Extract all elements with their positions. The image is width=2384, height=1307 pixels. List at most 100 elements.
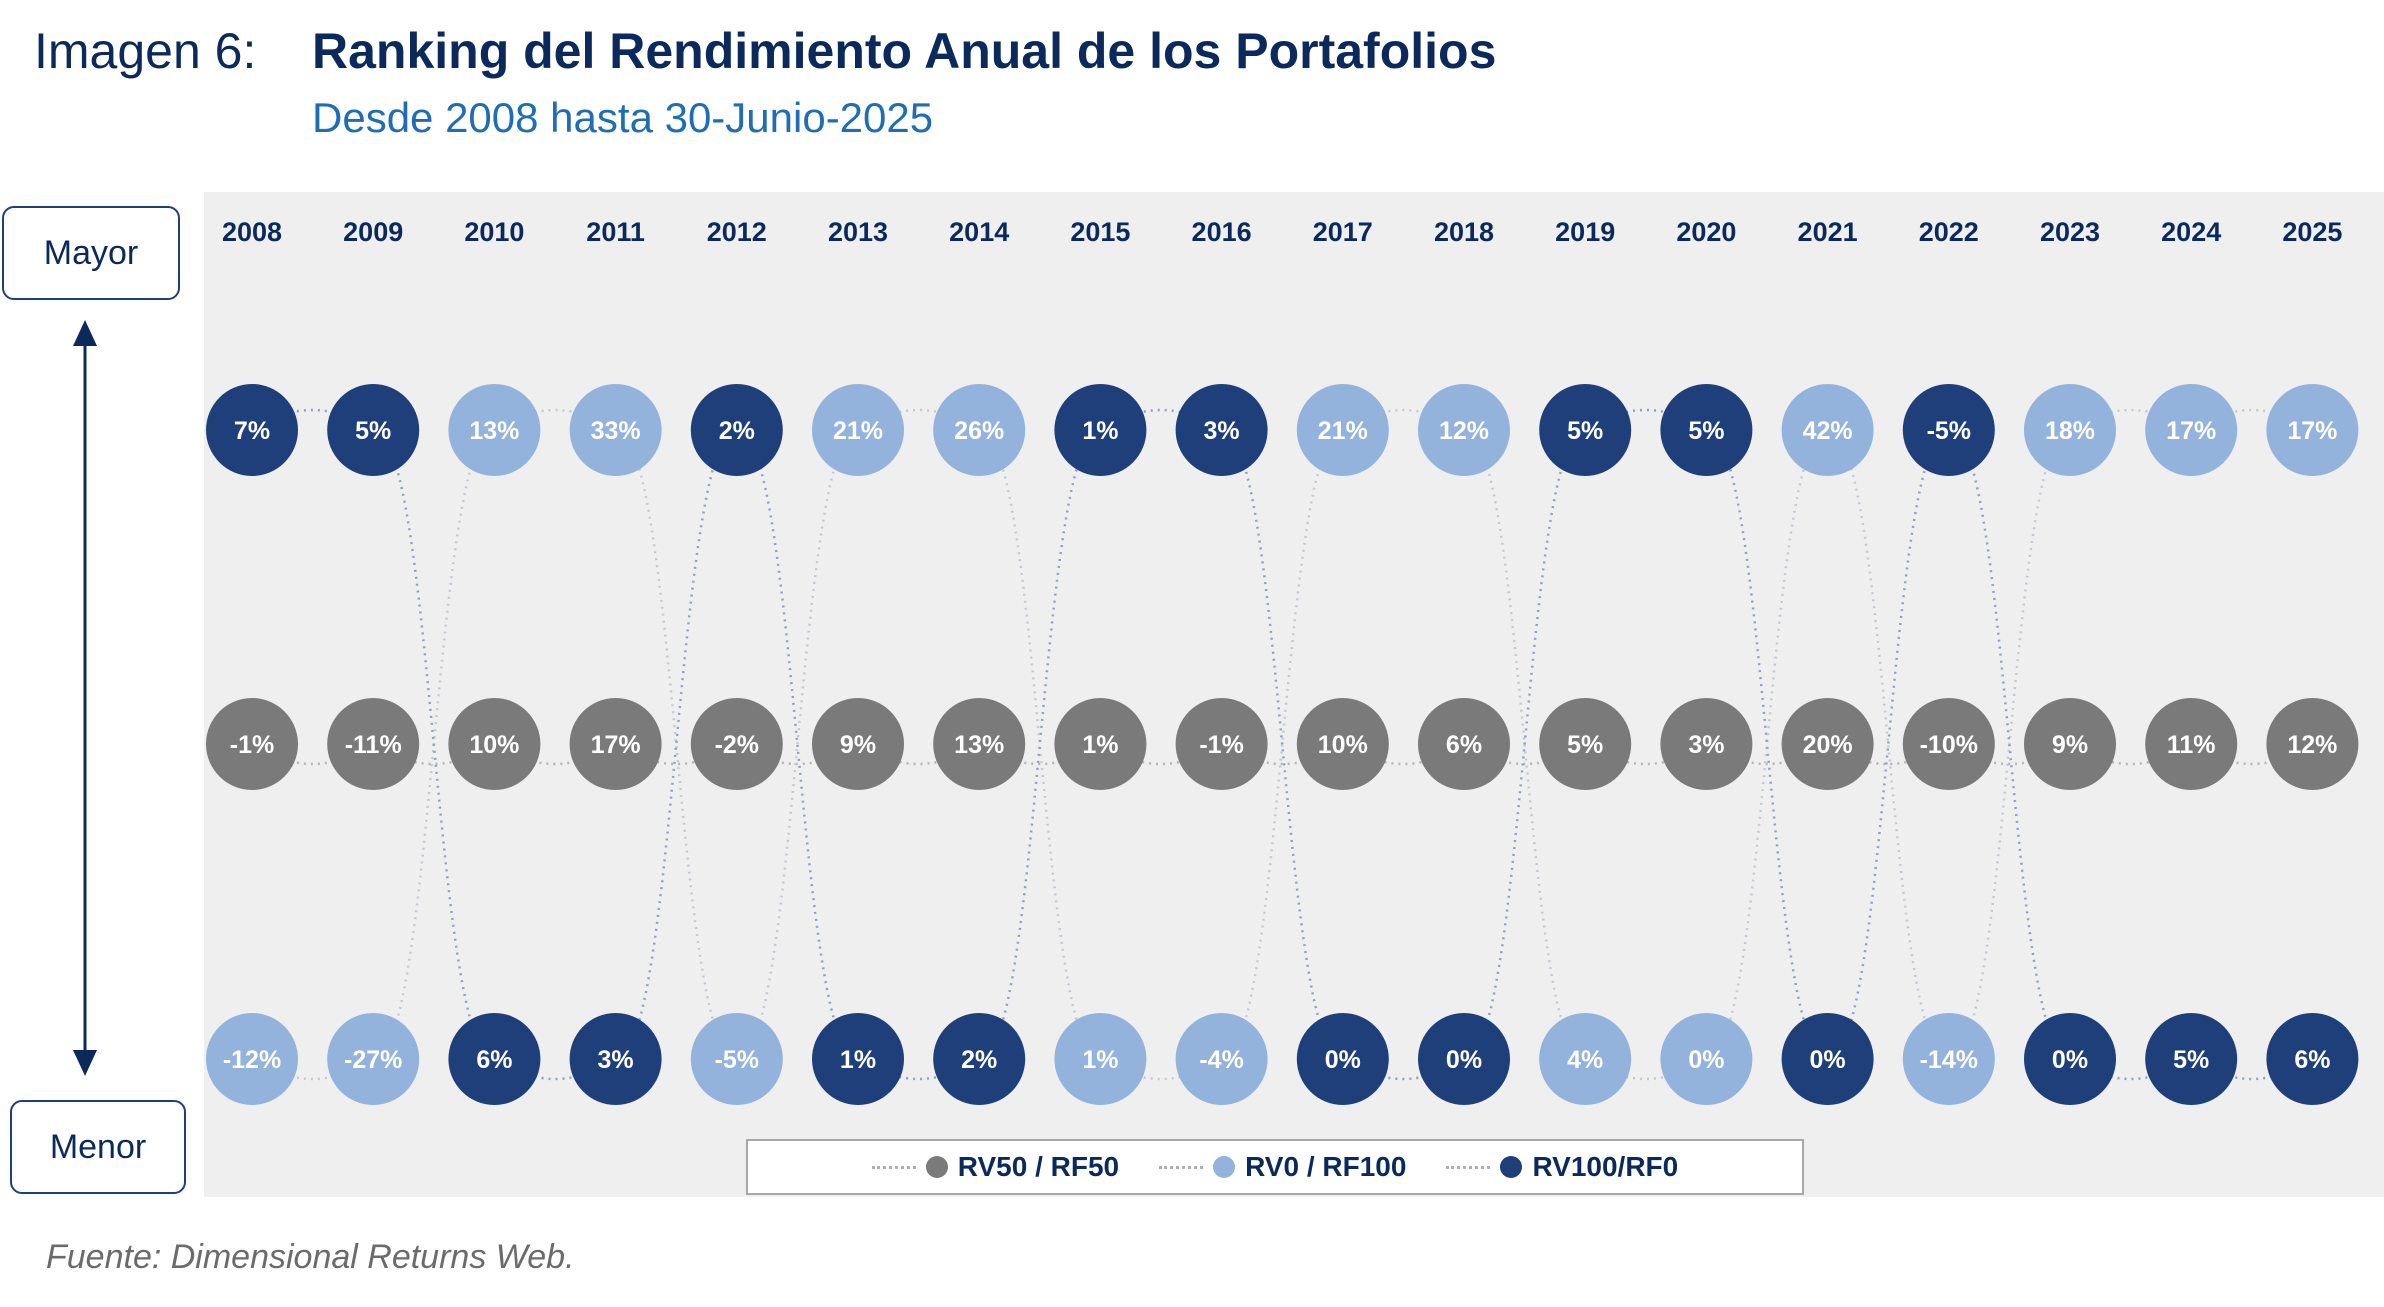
legend: RV50 / RF50 RV0 / RF100 RV100/RF0 <box>746 1139 1804 1195</box>
year-label: 2015 <box>1070 217 1130 247</box>
year-label: 2018 <box>1434 217 1494 247</box>
return-value-label: 12% <box>1439 417 1489 445</box>
return-value-label: -2% <box>715 731 759 759</box>
return-bubble <box>2024 698 2116 790</box>
return-value-label: 0% <box>1688 1046 1724 1074</box>
return-value-label: 4% <box>1567 1046 1603 1074</box>
chart-title: Ranking del Rendimiento Anual de los Por… <box>312 23 1497 79</box>
year-label: 2020 <box>1676 217 1736 247</box>
return-bubble <box>569 698 662 790</box>
return-value-label: 5% <box>1567 731 1603 759</box>
return-value-label: 9% <box>840 731 876 759</box>
year-label: 2021 <box>1798 217 1858 247</box>
return-bubble <box>2266 384 2359 476</box>
return-value-label: -1% <box>1199 731 1243 759</box>
return-value-label: 12% <box>2287 731 2337 759</box>
return-value-label: 13% <box>469 417 519 445</box>
return-bubble <box>1660 698 1753 790</box>
return-bubble <box>2024 1013 2116 1105</box>
return-bubble <box>448 698 541 790</box>
return-value-label: 6% <box>1446 731 1482 759</box>
return-value-label: -10% <box>1920 731 1978 759</box>
return-bubble <box>448 384 541 476</box>
return-bubble <box>327 384 420 476</box>
return-bubble <box>1902 1013 1995 1105</box>
return-value-label: 26% <box>954 417 1004 445</box>
return-bubble <box>1660 1013 1753 1105</box>
return-bubble <box>812 384 904 476</box>
return-bubble <box>1175 384 1268 476</box>
return-bubble <box>1054 698 1147 790</box>
return-bubble <box>2145 698 2238 790</box>
return-bubble <box>1296 1013 1389 1105</box>
legend-dot <box>1213 1156 1236 1178</box>
legend-line <box>871 1165 916 1169</box>
return-value-label: 0% <box>2052 1046 2088 1074</box>
return-value-label: -27% <box>344 1046 402 1074</box>
legend-line <box>1446 1165 1491 1169</box>
return-value-label: 17% <box>591 731 641 759</box>
return-bubble <box>327 698 420 790</box>
year-label: 2023 <box>2040 217 2100 247</box>
return-value-label: -5% <box>715 1046 759 1074</box>
return-bubble <box>1296 384 1389 476</box>
return-bubble <box>569 384 662 476</box>
rank-top-label: Mayor <box>2 206 180 300</box>
return-bubble <box>690 698 783 790</box>
return-bubble <box>690 1013 783 1105</box>
legend-label: RV0 / RF100 <box>1245 1151 1407 1182</box>
return-value-label: 17% <box>2287 417 2337 445</box>
return-bubble <box>933 1013 1026 1105</box>
chart-panel <box>204 192 2384 1197</box>
year-label: 2012 <box>707 217 767 247</box>
series-connector-line <box>251 742 2314 766</box>
return-bubble <box>1781 698 1874 790</box>
return-value-label: -12% <box>223 1046 281 1074</box>
return-value-label: -11% <box>345 731 402 759</box>
return-bubble <box>1054 384 1147 476</box>
legend-dot <box>1500 1156 1523 1178</box>
year-label: 2025 <box>2282 217 2342 247</box>
return-bubble <box>206 1013 298 1105</box>
return-bubble <box>2145 384 2238 476</box>
return-bubble <box>933 698 1026 790</box>
return-value-label: 5% <box>1688 417 1724 445</box>
return-bubble <box>1902 384 1995 476</box>
year-label: 2019 <box>1555 217 1615 247</box>
return-bubble <box>1781 384 1874 476</box>
return-value-label: 1% <box>840 1046 876 1074</box>
year-label: 2010 <box>464 217 524 247</box>
return-value-label: 20% <box>1803 731 1853 759</box>
return-value-label: 21% <box>1318 417 1368 445</box>
return-bubble <box>690 384 783 476</box>
return-bubble <box>448 1013 541 1105</box>
legend-label: RV50 / RF50 <box>957 1151 1120 1182</box>
return-bubble <box>1539 384 1632 476</box>
figure-label: Imagen 6: <box>34 23 257 79</box>
return-bubble <box>327 1013 420 1105</box>
legend-line <box>1159 1165 1204 1169</box>
return-value-label: 11% <box>2167 731 2216 759</box>
return-value-label: 0% <box>1810 1046 1846 1074</box>
return-bubble <box>2266 698 2359 790</box>
return-bubble <box>1539 698 1632 790</box>
return-bubble <box>1660 384 1753 476</box>
year-label: 2016 <box>1192 217 1252 247</box>
return-value-label: 2% <box>961 1046 997 1074</box>
legend-item-rv100: RV100/RF0 <box>1446 1151 1678 1183</box>
return-bubble <box>1902 698 1995 790</box>
return-value-label: 10% <box>1318 731 1368 759</box>
return-value-label: 0% <box>1446 1046 1482 1074</box>
return-bubble <box>1175 1013 1268 1105</box>
year-label: 2024 <box>2161 217 2221 247</box>
return-bubble <box>569 1013 662 1105</box>
rank-bottom-label: Menor <box>10 1100 186 1194</box>
return-value-label: 13% <box>954 731 1004 759</box>
return-bubble <box>1418 384 1510 476</box>
return-value-label: 33% <box>591 417 641 445</box>
return-value-label: 6% <box>2294 1046 2330 1074</box>
legend-item-rv50: RV50 / RF50 <box>871 1151 1120 1183</box>
return-value-label: 10% <box>469 731 519 759</box>
